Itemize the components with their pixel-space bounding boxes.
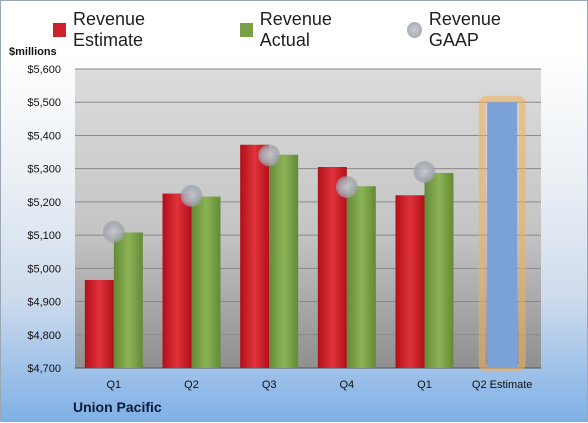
point-revenue-gaap <box>102 220 125 243</box>
y-tick-label: $4,800 <box>27 330 61 342</box>
x-tick-label: Q1 <box>417 379 432 391</box>
legend-item-estimate: Revenue Estimate <box>53 9 210 51</box>
y-tick-label: $4,700 <box>27 363 61 375</box>
x-tick-label: Q2 <box>184 379 199 391</box>
legend-item-gaap: Revenue GAAP <box>407 9 547 51</box>
legend-swatch-estimate <box>53 23 67 37</box>
legend-label-actual: Revenue Actual <box>259 9 332 50</box>
legend-swatch-actual <box>239 23 253 37</box>
bar-revenue-actual <box>424 172 454 368</box>
legend-label-gaap: Revenue GAAP <box>428 9 501 50</box>
y-tick-label: $5,100 <box>27 230 61 242</box>
point-revenue-gaap <box>180 184 203 207</box>
company-name: Union Pacific <box>73 399 162 415</box>
legend-label-estimate: Revenue Estimate <box>73 9 146 50</box>
y-axis-label: $millions <box>9 46 57 58</box>
y-tick-label: $5,000 <box>27 263 61 275</box>
point-revenue-gaap <box>413 160 436 183</box>
bar-revenue-actual <box>113 232 143 368</box>
legend: Revenue Estimate Revenue Actual Revenue … <box>53 9 547 50</box>
legend-swatch-gaap <box>407 22 422 38</box>
x-tick-label: Q4 <box>339 379 354 391</box>
x-tick-label: Q2 Estimate <box>472 379 533 391</box>
bar-revenue-estimate <box>317 167 347 368</box>
bar-revenue-actual <box>191 196 221 368</box>
point-revenue-gaap <box>258 144 281 167</box>
bar-revenue-actual <box>346 186 376 368</box>
bar-revenue-estimate <box>84 279 114 368</box>
bar-q2-estimate <box>487 102 518 368</box>
legend-item-actual: Revenue Actual <box>239 9 377 51</box>
y-tick-label: $5,300 <box>27 164 61 176</box>
y-tick-label: $5,600 <box>27 64 61 76</box>
plot-area <box>75 69 541 368</box>
x-tick-label: Q3 <box>262 379 277 391</box>
bar-revenue-estimate <box>240 144 270 368</box>
bar-revenue-estimate <box>395 195 425 368</box>
point-revenue-gaap <box>335 175 358 198</box>
y-tick-label: $5,500 <box>27 97 61 109</box>
bar-revenue-estimate <box>162 193 192 368</box>
y-tick-label: $5,400 <box>27 130 61 142</box>
bar-revenue-actual <box>269 154 299 368</box>
y-tick-label: $4,900 <box>27 297 61 309</box>
y-tick-label: $5,200 <box>27 197 61 209</box>
x-tick-label: Q1 <box>106 379 121 391</box>
